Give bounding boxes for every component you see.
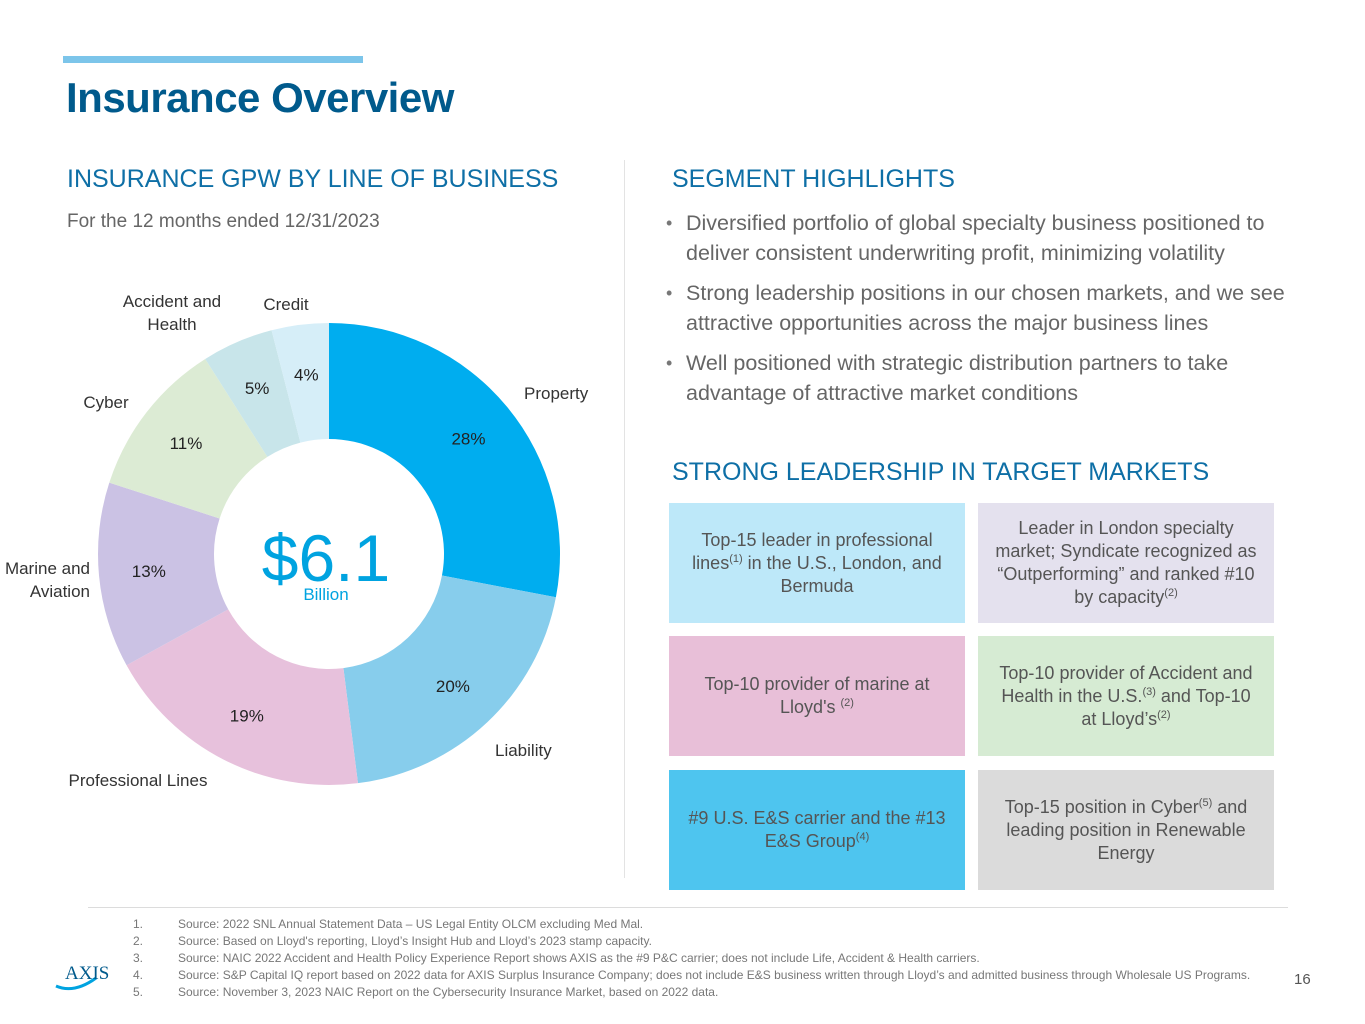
category-label-credit: Credit	[263, 295, 309, 314]
axis-logo: AXIS	[52, 952, 112, 996]
highlights-list: • Diversified portfolio of global special…	[666, 208, 1306, 418]
bullet-glyph: •	[666, 213, 673, 233]
donut-slice-credit	[271, 323, 329, 443]
highlight-text: Strong leadership positions in our chose…	[686, 281, 1285, 335]
gpw-heading: INSURANCE GPW BY LINE OF BUSINESS	[67, 165, 559, 193]
leadership-box-professional-lines: Top-15 leader in professional lines(1) i…	[669, 503, 965, 623]
category-label-professional-lines: Professional Lines	[69, 771, 208, 790]
highlight-item: • Well positioned with strategic distribu…	[666, 348, 1306, 408]
leadership-box-london-specialty: Leader in London specialty market; Syndi…	[978, 503, 1274, 623]
leadership-box-text: Leader in London specialty market; Syndi…	[995, 518, 1257, 607]
footnote-text: Source: 2022 SNL Annual Statement Data –…	[178, 917, 644, 931]
donut-slice-liability	[343, 575, 556, 784]
footnote-number: 1.	[133, 917, 144, 931]
logo-swoosh-icon	[55, 976, 97, 991]
footnote: 1. Source: 2022 SNL Annual Statement Data…	[133, 916, 1263, 933]
leadership-box-cyber: Top-15 position in Cyber(5) and leading …	[978, 770, 1274, 890]
footnote-text: Source: S&P Capital IQ report based on 2…	[178, 968, 1251, 982]
footnote-text: Source: November 3, 2023 NAIC Report on …	[178, 985, 719, 999]
donut-svg: 28% 20% 19% 13% 11% 5% 4% Property Liability Pro…	[5, 292, 589, 790]
leadership-box-text: Top-15 position in Cyber(5) and leading …	[1004, 796, 1248, 863]
category-label-liability: Liability	[495, 741, 552, 760]
column-divider	[624, 160, 625, 878]
pct-label-professional-lines: 19%	[230, 706, 264, 725]
leadership-heading: STRONG LEADERSHIP IN TARGET MARKETS	[672, 458, 1210, 486]
footnote-number: 4.	[133, 968, 144, 982]
highlight-text: Diversified portfolio of global specialt…	[686, 211, 1265, 265]
bullet-glyph: •	[666, 353, 673, 373]
footnote-text: Source: NAIC 2022 Accident and Health Po…	[178, 951, 980, 965]
page-number: 16	[1294, 971, 1311, 988]
footnote-ref: (2)	[840, 697, 854, 709]
footnote-number: 5.	[133, 985, 144, 999]
footnote: 3. Source: NAIC 2022 Accident and Health …	[133, 950, 1263, 967]
footnote-ref: (5)	[1198, 796, 1213, 809]
footnotes: 1. Source: 2022 SNL Annual Statement Data…	[133, 916, 1263, 1001]
leadership-box-accident-health: Top-10 provider of Accident and Health i…	[978, 636, 1274, 756]
footnote-ref: (3)	[1142, 685, 1156, 698]
pct-label-accident-and-health: 5%	[245, 379, 270, 398]
category-label-marine-and-aviation: Marine and Aviation	[5, 559, 90, 601]
footnote-number: 2.	[133, 934, 144, 948]
center-total-value: $6.1	[262, 521, 390, 595]
footnote-text: Source: Based on Lloyd's reporting, Lloy…	[178, 934, 652, 948]
bullet-glyph: •	[666, 283, 673, 303]
title-accent-bar	[63, 56, 363, 63]
leadership-box-marine: Top-10 provider of marine at Lloyd's (2)	[669, 636, 965, 756]
donut-slice-professional-lines	[126, 609, 358, 785]
leadership-box-text: Top-10 provider of Accident and Health i…	[999, 662, 1253, 729]
category-label-accident-and-health: Accident and Health	[123, 292, 221, 334]
donut-slice-property	[329, 323, 560, 598]
gpw-donut-chart: 28% 20% 19% 13% 11% 5% 4% Property Liability Pro…	[0, 280, 620, 800]
page-title: Insurance Overview	[66, 74, 454, 121]
pct-label-cyber: 11%	[170, 434, 203, 453]
donut-slice-accident-and-health	[205, 330, 301, 457]
footnote: 4. Source: S&P Capital IQ report based on…	[133, 967, 1263, 984]
category-label-property: Property	[524, 384, 589, 403]
leadership-box-text: Top-15 leader in professional lines(1) i…	[692, 529, 942, 596]
center-total-unit: Billion	[303, 585, 348, 604]
footnote-ref: (2)	[1164, 587, 1178, 599]
footnote-ref: (4)	[855, 831, 870, 843]
pct-label-marine-and-aviation: 13%	[132, 562, 166, 581]
leadership-box-text: Top-10 provider of marine at Lloyd's (2)	[704, 674, 930, 717]
footer-divider	[88, 907, 1288, 908]
highlight-item: • Diversified portfolio of global special…	[666, 208, 1306, 268]
gpw-subtitle: For the 12 months ended 12/31/2023	[67, 211, 380, 232]
footnote-ref: (1)	[729, 552, 743, 565]
footnote: 2. Source: Based on Lloyd's reporting, Ll…	[133, 933, 1263, 950]
segment-highlights-heading: SEGMENT HIGHLIGHTS	[672, 165, 955, 193]
leadership-box-text: #9 U.S. E&S carrier and the #13 E&S Grou…	[688, 808, 946, 851]
logo-wordmark: AXIS	[65, 963, 109, 984]
pct-label-liability: 20%	[436, 677, 470, 696]
pct-label-credit: 4%	[294, 365, 319, 384]
footnote-ref: (2)	[1157, 708, 1171, 721]
highlight-item: • Strong leadership positions in our chos…	[666, 278, 1306, 338]
leadership-box-es-carrier: #9 U.S. E&S carrier and the #13 E&S Grou…	[669, 770, 965, 890]
category-label-cyber: Cyber	[83, 393, 129, 412]
donut-slice-marine-and-aviation	[98, 482, 229, 666]
highlight-text: Well positioned with strategic distribut…	[686, 351, 1229, 405]
pct-label-property: 28%	[451, 430, 485, 449]
footnote: 5. Source: November 3, 2023 NAIC Report o…	[133, 984, 1263, 1001]
footnote-number: 3.	[133, 951, 144, 965]
donut-slice-cyber	[109, 358, 268, 519]
